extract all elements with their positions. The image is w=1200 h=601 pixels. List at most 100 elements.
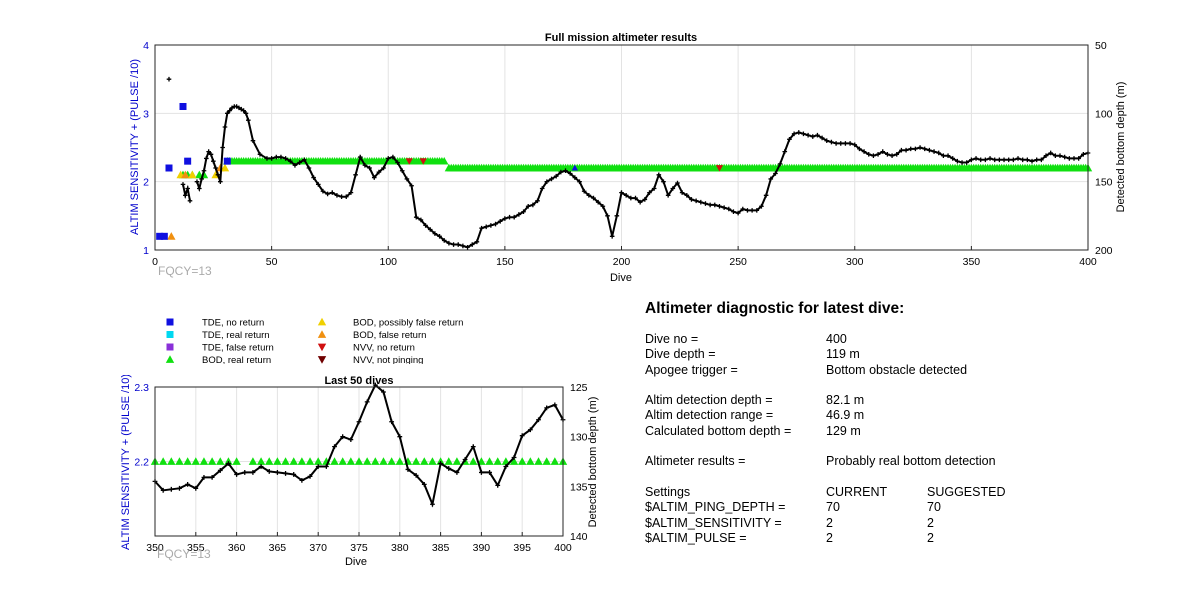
bottom-depth-point xyxy=(320,188,326,194)
suggested-header: SUGGESTED xyxy=(927,484,1006,499)
altim-depth-row: Altim detection depth = 82.1 m xyxy=(645,393,1165,408)
diagnostic-panel: Altimeter diagnostic for latest dive: Di… xyxy=(645,300,1165,546)
bottom-depth-point xyxy=(381,165,386,171)
bottom-depth-point xyxy=(367,165,372,171)
bottom-depth-point xyxy=(339,194,344,199)
bottom-depth-point xyxy=(553,173,559,179)
settings-header-row: Settings CURRENT SUGGESTED xyxy=(645,485,1165,500)
bottom-depth-point xyxy=(684,193,690,198)
bottom-depth-point xyxy=(225,111,230,116)
bottom-depth-point xyxy=(465,244,470,250)
bottom-depth-point xyxy=(857,146,862,152)
bod-real-return-marker xyxy=(183,457,192,465)
bottom-depth-point xyxy=(801,131,806,137)
sensitivity-suggested: 2 xyxy=(927,515,934,530)
bottom-depth-point xyxy=(418,217,424,223)
bottom-depth-point xyxy=(647,190,652,195)
bottom-depth-point xyxy=(889,153,895,158)
chart1-title: Full mission altimeter results xyxy=(545,32,697,44)
ping-depth-row: $ALTIM_PING_DEPTH = 70 70 xyxy=(645,500,1165,515)
diagnostic-title: Altimeter diagnostic for latest dive: xyxy=(645,300,905,317)
bottom-depth-point xyxy=(978,157,984,163)
bottom-depth-point xyxy=(651,186,657,191)
bottom-depth-point xyxy=(239,106,244,112)
bottom-depth-point xyxy=(791,131,797,137)
pulse-current: 2 xyxy=(826,530,833,545)
bottom-depth-point xyxy=(483,224,489,230)
bod-real-return-marker xyxy=(379,457,388,465)
bottom-depth-point xyxy=(306,165,312,171)
bod-real-return-marker xyxy=(191,457,200,465)
last50-bottom-depth-point xyxy=(479,470,484,475)
bottom-depth-point xyxy=(591,195,596,201)
bottom-depth-point xyxy=(301,157,307,163)
last50-bottom-depth-point xyxy=(519,433,525,439)
bottom-depth-point xyxy=(558,169,564,175)
bottom-depth-point xyxy=(782,149,788,154)
bottom-depth-point xyxy=(334,193,340,198)
bottom-depth-point xyxy=(488,223,494,228)
altim-range-label: Altim detection range = xyxy=(645,408,774,423)
bod-real-return-marker xyxy=(216,457,225,465)
chart2-x-tick-label: 350 xyxy=(146,542,164,554)
legend-marker xyxy=(166,318,174,326)
bod-real-return-marker xyxy=(175,457,184,465)
bod-real-return-marker xyxy=(281,457,290,465)
bottom-depth-point xyxy=(229,105,235,111)
chart1-yleft-tick-label: 2 xyxy=(143,177,149,189)
bottom-depth-point xyxy=(955,158,960,164)
bottom-depth-point xyxy=(493,221,498,227)
bottom-depth-point xyxy=(220,145,225,150)
bod-real-return-marker xyxy=(232,457,241,465)
bottom-depth-point xyxy=(348,190,354,195)
bottom-depth-point xyxy=(399,168,405,174)
bottom-depth-point xyxy=(983,157,988,163)
bod-real-return-marker xyxy=(354,457,364,465)
bod-real-return-marker xyxy=(158,457,168,465)
chart2-x-tick-label: 395 xyxy=(513,542,531,554)
bottom-depth-point xyxy=(544,179,550,184)
pulse-row: $ALTIM_PULSE = 2 2 xyxy=(645,531,1165,546)
chart2-yright-tick-label: 140 xyxy=(570,531,588,543)
bottom-depth-point xyxy=(899,147,904,153)
chart1-x-tick-label: 400 xyxy=(1079,256,1097,268)
apogee-row: Apogee trigger = Bottom obstacle detecte… xyxy=(645,363,1165,378)
bottom-depth-point xyxy=(824,138,830,143)
bod-real-return-marker xyxy=(289,457,298,465)
legend-marker xyxy=(317,343,327,352)
bottom-depth-point xyxy=(218,179,223,184)
bottom-depth-line-segment xyxy=(182,184,191,201)
bottom-depth-point xyxy=(642,197,648,202)
bod-real-return-marker xyxy=(314,457,323,465)
bottom-depth-point xyxy=(516,212,522,217)
bottom-depth-point xyxy=(511,214,517,220)
legend-label: NVV, no return xyxy=(353,343,415,354)
legend-marker xyxy=(165,355,175,363)
bottom-depth-point xyxy=(623,193,629,198)
legend-marker xyxy=(317,330,327,338)
chart2-x-tick-label: 360 xyxy=(228,542,246,554)
bottom-depth-point xyxy=(749,208,755,213)
bottom-depth-point xyxy=(432,231,438,236)
bottom-depth-point xyxy=(460,243,466,249)
results-value: Probably real bottom detection xyxy=(826,454,996,469)
chart1-x-tick-label: 100 xyxy=(379,256,397,268)
bottom-depth-point xyxy=(227,108,232,113)
dive-depth-row: Dive depth = 119 m xyxy=(645,347,1165,362)
tde-no-return-marker xyxy=(165,164,173,172)
bod-real-return-marker xyxy=(395,457,404,465)
dive-depth-label: Dive depth = xyxy=(645,347,716,362)
bottom-depth-point xyxy=(385,156,391,161)
bottom-depth-point xyxy=(530,202,536,208)
legend-marker xyxy=(166,331,174,338)
bod-real-return-marker xyxy=(452,457,462,465)
bottom-depth-point xyxy=(1020,157,1025,163)
bottom-depth-point xyxy=(675,180,680,186)
tde-no-return-marker xyxy=(179,103,187,110)
legend-marker xyxy=(317,317,327,326)
bottom-depth-point xyxy=(759,203,764,209)
bottom-depth-point xyxy=(535,198,540,204)
last50-bottom-depth-point xyxy=(356,419,362,425)
chart1-ylabel-right: Detected bottom depth (m) xyxy=(1115,82,1127,213)
last50-bottom-depth-point xyxy=(168,486,174,492)
